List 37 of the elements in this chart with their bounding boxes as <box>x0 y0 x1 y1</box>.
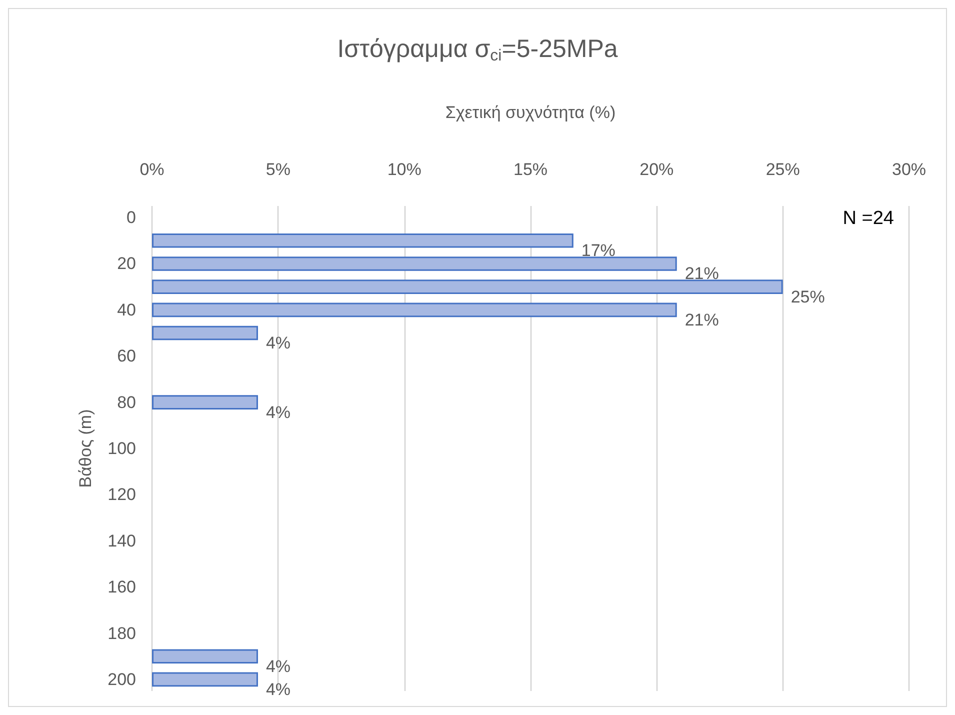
bar <box>152 672 258 687</box>
y-tick-label: 180 <box>108 624 136 643</box>
data-label: 4% <box>266 656 291 676</box>
y-tick-label: 100 <box>108 439 136 458</box>
x-tick-label: 15% <box>513 160 548 179</box>
y-tick-label: 60 <box>117 346 136 366</box>
y-tick-label: 0 <box>126 208 136 228</box>
bar <box>152 302 677 318</box>
y-tick-label: 120 <box>108 485 136 504</box>
y-tick-label: 160 <box>108 578 136 597</box>
x-axis-title: Σχετική συχνότητα (%) <box>445 103 616 122</box>
bar <box>152 256 677 271</box>
data-label: 21% <box>684 264 719 284</box>
bar <box>152 395 258 410</box>
x-tick-label: 0% <box>140 160 164 179</box>
bar <box>152 280 783 294</box>
data-label: 21% <box>684 310 719 330</box>
y-tick-label: 200 <box>108 670 136 689</box>
x-tick-label: 20% <box>640 160 674 179</box>
y-axis-title: Βάθος (m) <box>76 409 95 488</box>
annotation: N =24 <box>842 208 894 229</box>
data-label: 4% <box>266 334 291 353</box>
x-tick-label: 30% <box>892 160 926 179</box>
y-tick-label: 20 <box>117 254 136 274</box>
x-tick-label: 5% <box>266 160 290 179</box>
bar <box>152 326 258 340</box>
y-tick-label: 80 <box>117 392 136 412</box>
x-tick-label: 25% <box>766 160 800 179</box>
bar <box>152 233 574 248</box>
x-tick-label: 10% <box>387 160 422 179</box>
y-tick-label: 140 <box>108 531 136 550</box>
data-label: 25% <box>790 287 825 306</box>
data-label: 4% <box>266 402 291 422</box>
data-label: 17% <box>581 241 616 260</box>
bar <box>152 649 258 664</box>
y-tick-label: 40 <box>117 300 136 320</box>
data-label: 4% <box>266 680 291 699</box>
